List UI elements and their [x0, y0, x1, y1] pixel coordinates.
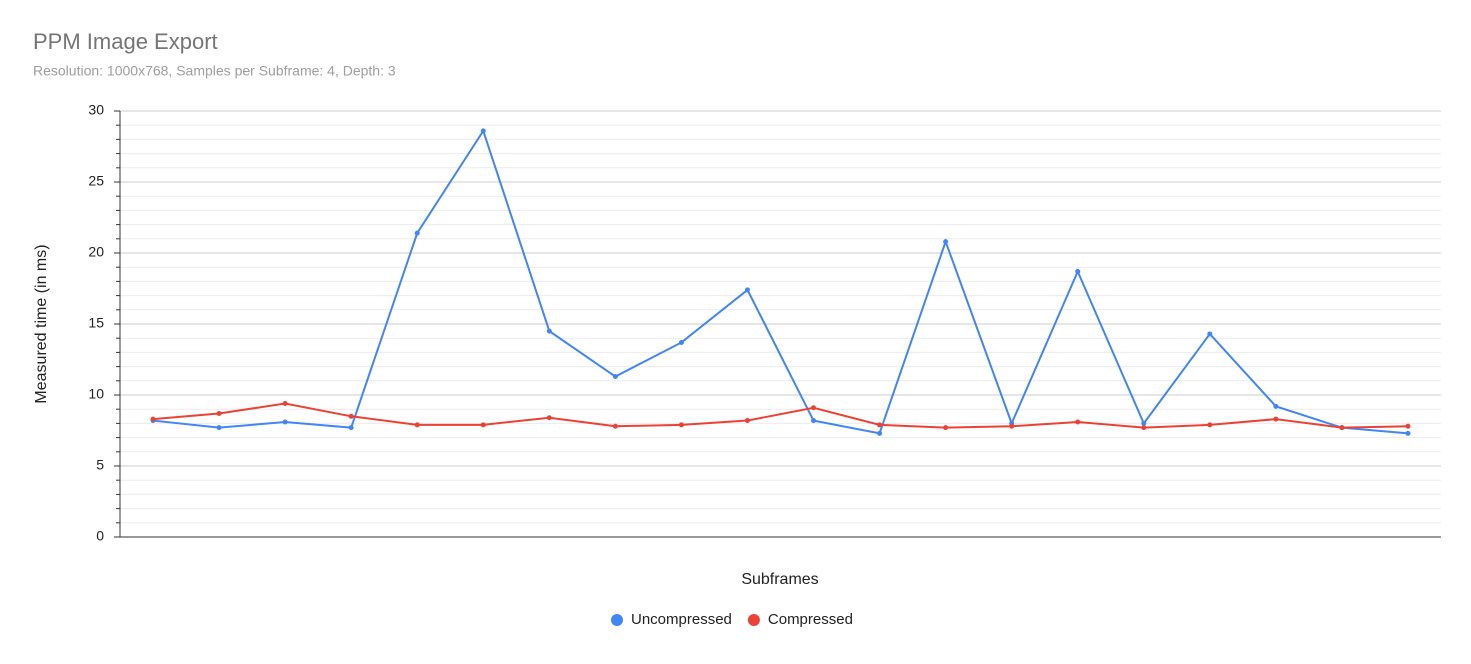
- data-point: [811, 418, 817, 424]
- y-tick-label: 25: [88, 173, 104, 189]
- data-point: [282, 401, 288, 407]
- data-point: [678, 422, 684, 428]
- data-point: [943, 425, 949, 431]
- series-line: [152, 128, 1409, 435]
- y-tick-label: 10: [88, 386, 104, 402]
- data-point: [678, 339, 684, 345]
- data-point: [1075, 419, 1081, 425]
- data-point: [348, 413, 354, 419]
- data-point: [282, 419, 288, 425]
- data-point: [1141, 420, 1147, 426]
- data-point: [1141, 425, 1147, 431]
- y-tick-label: 30: [88, 102, 104, 118]
- legend-label: Compressed: [768, 611, 853, 628]
- data-point: [612, 423, 618, 429]
- y-tick-label: 5: [96, 457, 104, 473]
- data-point: [150, 416, 156, 422]
- legend-swatch: [611, 614, 623, 626]
- data-point: [811, 405, 817, 411]
- legend-label: Uncompressed: [631, 611, 732, 628]
- data-point: [744, 287, 750, 293]
- data-point: [1405, 423, 1411, 429]
- data-point: [943, 239, 949, 245]
- chart-subtitle: Resolution: 1000x768, Samples per Subfra…: [33, 63, 396, 79]
- data-point: [546, 415, 552, 421]
- data-point: [877, 422, 883, 428]
- data-point: [1273, 416, 1279, 422]
- data-point: [1075, 268, 1081, 274]
- data-point: [480, 128, 486, 134]
- y-tick-label: 20: [88, 244, 104, 260]
- data-point: [612, 374, 618, 380]
- data-point: [1207, 422, 1213, 428]
- series-line: [152, 402, 1408, 429]
- x-axis-label: Subframes: [741, 571, 818, 588]
- chart-title: PPM Image Export: [33, 29, 218, 54]
- y-axis-label: Measured time (in ms): [33, 244, 50, 403]
- data-point: [1273, 403, 1279, 409]
- legend-swatch: [747, 614, 760, 626]
- data-point: [1339, 425, 1345, 431]
- data-point: [877, 430, 883, 436]
- data-point: [546, 328, 552, 334]
- y-tick-label: 15: [88, 315, 104, 331]
- data-point: [216, 425, 222, 431]
- data-point: [216, 410, 222, 416]
- data-point: [348, 425, 354, 431]
- data-point: [1207, 331, 1213, 337]
- data-point: [1009, 423, 1015, 429]
- y-tick-label: 0: [96, 528, 104, 544]
- data-point: [414, 422, 420, 428]
- data-point: [414, 230, 420, 236]
- data-point: [480, 422, 486, 428]
- data-point: [744, 418, 750, 424]
- data-point: [1405, 430, 1411, 436]
